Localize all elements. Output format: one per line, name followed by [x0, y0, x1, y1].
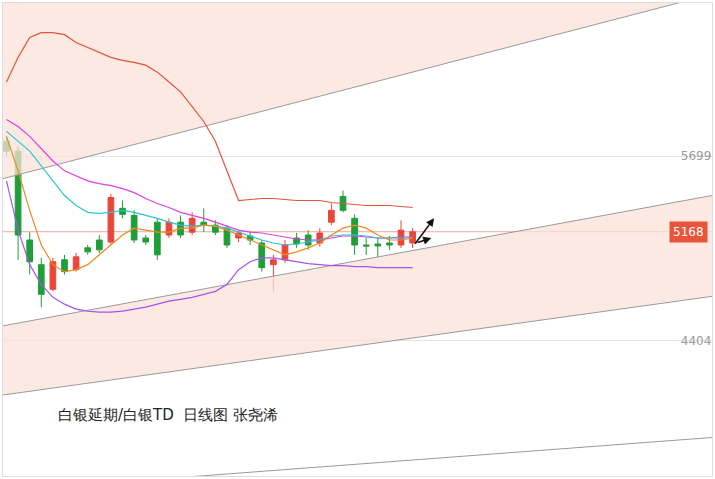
svg-text:4404: 4404	[681, 334, 712, 348]
svg-text:白银延期/白银TD 日线图 张尧浠: 白银延期/白银TD 日线图 张尧浠	[58, 406, 278, 424]
svg-text:5699: 5699	[681, 149, 712, 163]
svg-text:5168: 5168	[673, 225, 704, 239]
